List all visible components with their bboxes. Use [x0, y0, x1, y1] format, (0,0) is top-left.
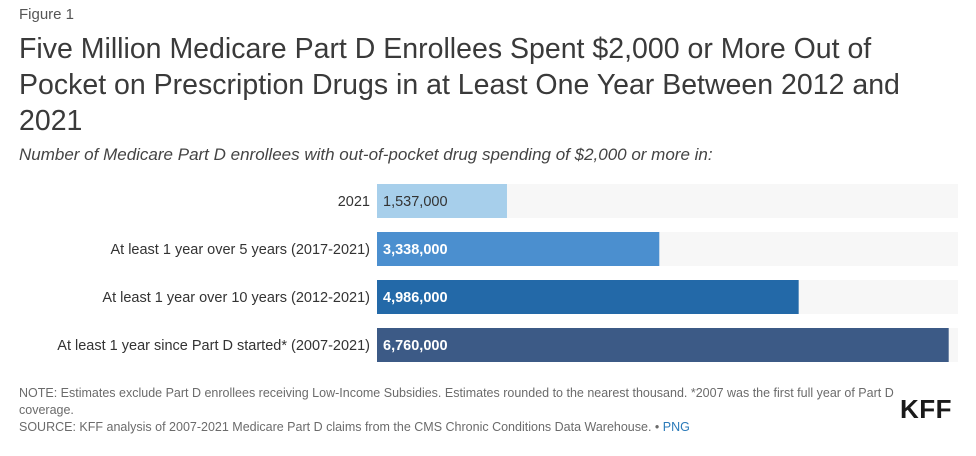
- value-label: 6,760,000: [383, 338, 448, 354]
- category-label: At least 1 year over 5 years (2017-2021): [110, 242, 370, 258]
- figure-label: Figure 1: [19, 6, 75, 23]
- value-label: 3,338,000: [383, 242, 448, 258]
- bar-chart: 2021 1,537,000 At least 1 year over 5 year…: [57, 184, 958, 362]
- bar: [377, 328, 949, 362]
- category-label: At least 1 year over 10 years (2012-2021…: [102, 290, 370, 306]
- value-label: 1,537,000: [383, 194, 448, 210]
- chart-subtitle: Number of Medicare Part D enrollees with…: [19, 145, 713, 164]
- chart-notes: NOTE: Estimates exclude Part D enrollees…: [19, 385, 899, 436]
- value-label: 4,986,000: [383, 290, 448, 306]
- source-label: SOURCE: KFF analysis of 2007-2021 Medica…: [19, 420, 660, 434]
- bar: [377, 280, 799, 314]
- chart-title: Five Million Medicare Part D Enrollees S…: [19, 33, 900, 137]
- bar: [377, 232, 660, 266]
- category-label: 2021: [338, 194, 370, 210]
- note-text: NOTE: Estimates exclude Part D enrollees…: [19, 386, 894, 417]
- png-download-link[interactable]: PNG: [662, 420, 690, 434]
- category-label: At least 1 year since Part D started* (2…: [57, 338, 370, 354]
- kff-logo: KFF: [900, 394, 953, 424]
- source-text: SOURCE: KFF analysis of 2007-2021 Medica…: [19, 419, 899, 436]
- bar: [377, 184, 507, 218]
